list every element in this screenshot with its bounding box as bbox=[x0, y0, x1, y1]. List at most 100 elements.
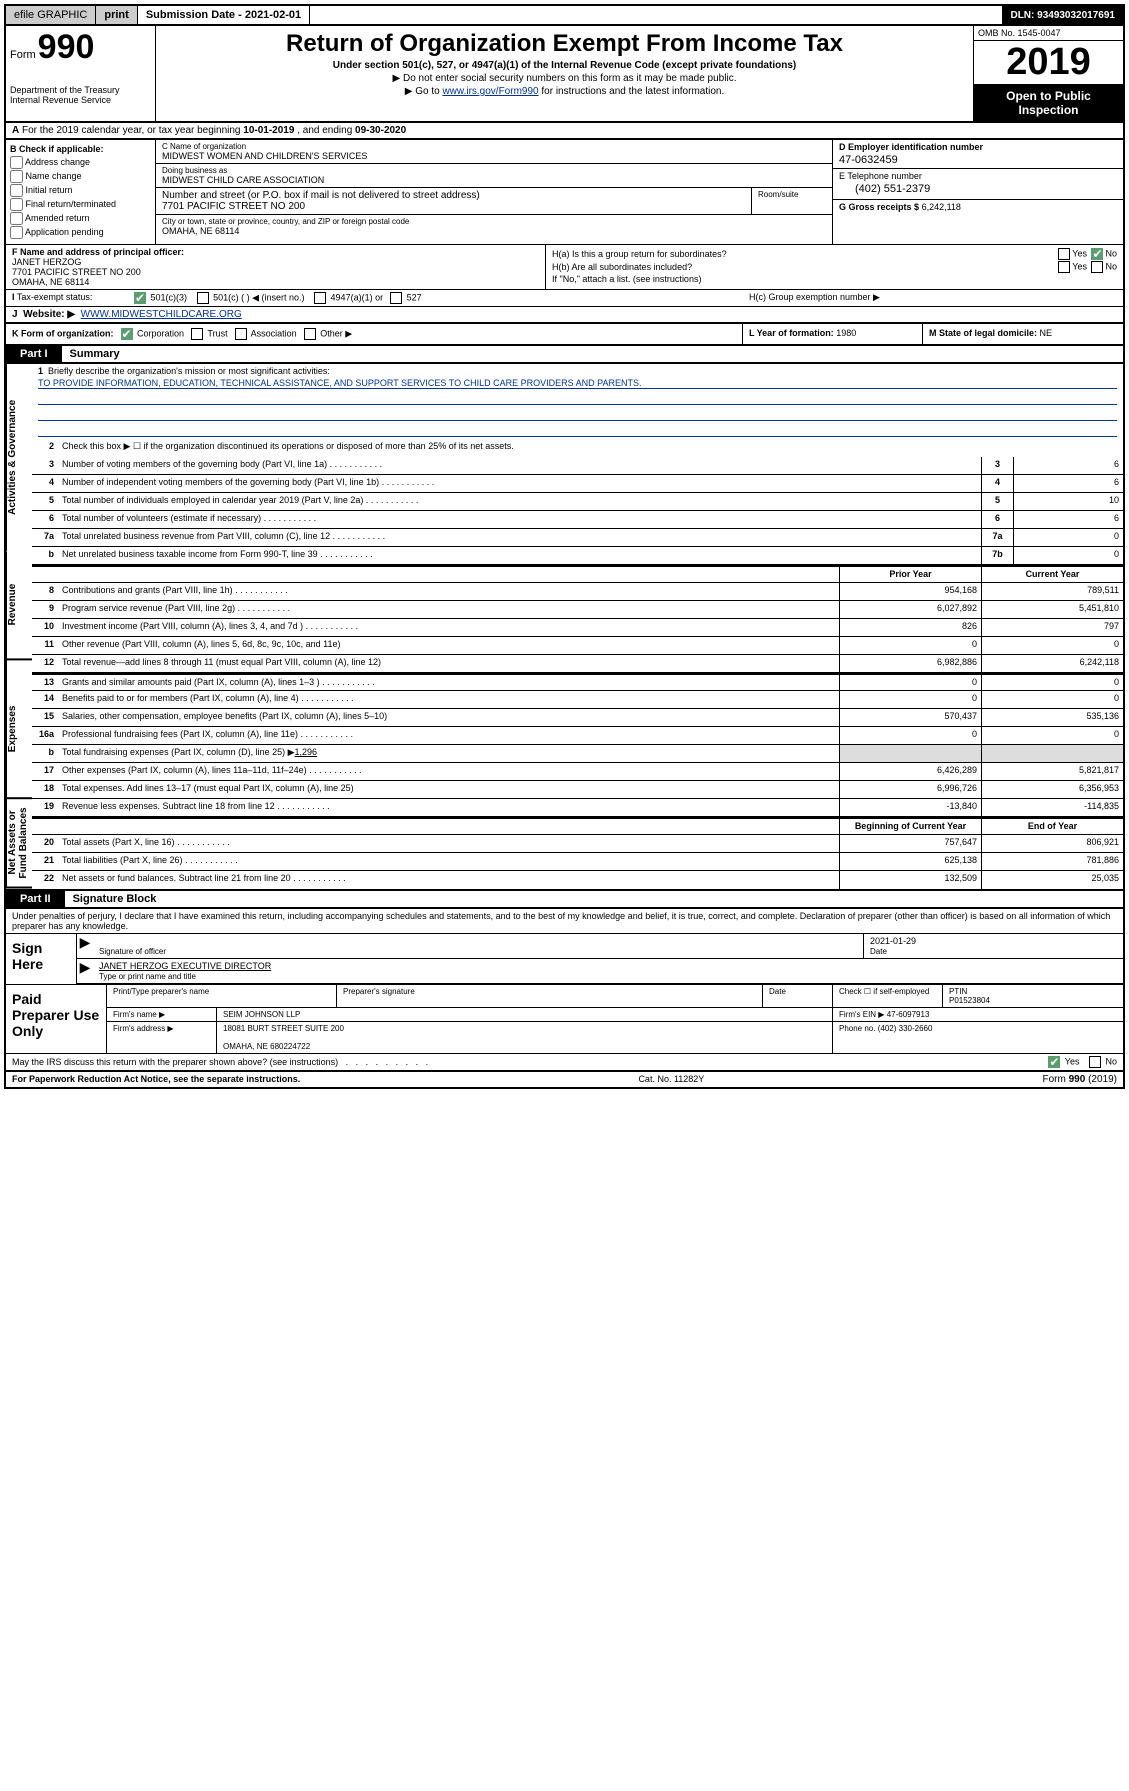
chk-name-change[interactable] bbox=[10, 170, 23, 183]
l15: Salaries, other compensation, employee b… bbox=[58, 709, 839, 726]
l7a-val: 0 bbox=[1013, 529, 1123, 546]
block-b-to-g: B Check if applicable: Address change Na… bbox=[4, 140, 1125, 244]
section-a: A For the 2019 calendar year, or tax yea… bbox=[4, 123, 1125, 140]
firm-ein: 47-6097913 bbox=[887, 1010, 930, 1019]
part1-title: Summary bbox=[62, 346, 128, 362]
dba-label: Doing business as bbox=[162, 166, 826, 175]
firm-addr2: OMAHA, NE 680224722 bbox=[223, 1042, 310, 1051]
l17: Other expenses (Part IX, column (A), lin… bbox=[62, 765, 307, 775]
ha-label: H(a) Is this a group return for subordin… bbox=[552, 249, 727, 259]
part2-title: Signature Block bbox=[65, 891, 165, 907]
part1-tab: Part I bbox=[6, 346, 62, 362]
paid-preparer-label: Paid Preparer Use Only bbox=[6, 985, 106, 1053]
officer-addr1: 7701 PACIFIC STREET NO 200 bbox=[12, 267, 141, 277]
addr-label: Number and street (or P.O. box if mail i… bbox=[162, 190, 745, 201]
l1-label: Briefly describe the organization's miss… bbox=[48, 366, 330, 376]
hdr-prior: Prior Year bbox=[839, 567, 981, 582]
ha-no[interactable] bbox=[1091, 248, 1103, 260]
form-subtitle-3: ▶ Go to www.irs.gov/Form990 for instruct… bbox=[164, 86, 965, 97]
website-link[interactable]: WWW.MIDWESTCHILDCARE.ORG bbox=[81, 309, 242, 320]
discuss-no[interactable] bbox=[1089, 1056, 1101, 1068]
ha-yes[interactable] bbox=[1058, 248, 1070, 260]
chk-other[interactable] bbox=[304, 328, 316, 340]
part1-header: Part I Summary bbox=[4, 346, 1125, 364]
sig-date: 2021-01-29 bbox=[870, 936, 916, 946]
chk-amended[interactable] bbox=[10, 212, 23, 225]
prep-name-label: Print/Type preparer's name bbox=[107, 985, 337, 1007]
city-value: OMAHA, NE 68114 bbox=[162, 226, 826, 236]
chk-501c[interactable] bbox=[197, 292, 209, 304]
chk-initial-return[interactable] bbox=[10, 184, 23, 197]
form-subtitle-1: Under section 501(c), 527, or 4947(a)(1)… bbox=[164, 60, 965, 71]
chk-app-pending[interactable] bbox=[10, 226, 23, 239]
m-label: M State of legal domicile: bbox=[929, 328, 1037, 338]
l20: Total assets (Part X, line 16) bbox=[62, 837, 175, 847]
discuss-yes[interactable] bbox=[1048, 1056, 1060, 1068]
chk-corp[interactable] bbox=[121, 328, 133, 340]
hb-label: H(b) Are all subordinates included? bbox=[552, 262, 692, 272]
k-label: K Form of organization: bbox=[12, 328, 114, 338]
top-toolbar: efile GRAPHIC print Submission Date - 20… bbox=[4, 4, 1125, 26]
part2-header: Part II Signature Block bbox=[4, 891, 1125, 909]
officer-addr2: OMAHA, NE 68114 bbox=[12, 277, 89, 287]
hb-no[interactable] bbox=[1091, 261, 1103, 273]
irs-label: Internal Revenue Service bbox=[10, 95, 151, 105]
phone-value: (402) 551-2379 bbox=[855, 183, 1117, 195]
chk-4947[interactable] bbox=[314, 292, 326, 304]
hdr-current: Current Year bbox=[981, 567, 1123, 582]
footer-form: Form 990 (2019) bbox=[1043, 1074, 1117, 1085]
gross-receipts: 6,242,118 bbox=[922, 202, 961, 212]
firm-name: SEIM JOHNSON LLP bbox=[217, 1008, 833, 1021]
chk-assoc[interactable] bbox=[235, 328, 247, 340]
form-header: Form 990 Department of the Treasury Inte… bbox=[4, 26, 1125, 123]
side-expenses: Expenses bbox=[6, 660, 32, 799]
l7b-val: 0 bbox=[1013, 547, 1123, 564]
addr-value: 7701 PACIFIC STREET NO 200 bbox=[162, 201, 745, 212]
l11: Other revenue (Part VIII, column (A), li… bbox=[58, 637, 839, 654]
chk-501c3[interactable] bbox=[134, 292, 146, 304]
tax-year: 2019 bbox=[974, 41, 1123, 85]
l10: Investment income (Part VIII, column (A)… bbox=[62, 621, 303, 631]
l22: Net assets or fund balances. Subtract li… bbox=[62, 873, 291, 883]
chk-527[interactable] bbox=[390, 292, 402, 304]
l4-val: 6 bbox=[1013, 475, 1123, 492]
hb-yes[interactable] bbox=[1058, 261, 1070, 273]
chk-trust[interactable] bbox=[191, 328, 203, 340]
f-label: F Name and address of principal officer: bbox=[12, 247, 184, 257]
prep-date-label: Date bbox=[763, 985, 833, 1007]
form-label: Form bbox=[10, 49, 36, 61]
c-name-label: C Name of organization bbox=[162, 142, 826, 151]
l16b: Total fundraising expenses (Part IX, col… bbox=[62, 747, 295, 757]
block-f-to-j: F Name and address of principal officer:… bbox=[4, 244, 1125, 324]
l18: Total expenses. Add lines 13–17 (must eq… bbox=[58, 781, 839, 798]
side-net: Net Assets or Fund Balances bbox=[6, 799, 32, 889]
l2: Check this box ▶ ☐ if the organization d… bbox=[58, 439, 1123, 457]
chk-address-change[interactable] bbox=[10, 156, 23, 169]
side-governance: Activities & Governance bbox=[6, 364, 32, 551]
omb-number: OMB No. 1545-0047 bbox=[974, 26, 1123, 41]
submission-date: Submission Date - 2021-02-01 bbox=[138, 6, 310, 24]
ein-value: 47-0632459 bbox=[839, 154, 1117, 166]
l21: Total liabilities (Part X, line 26) bbox=[62, 855, 183, 865]
sig-officer-label: Signature of officer bbox=[99, 947, 166, 956]
l5: Total number of individuals employed in … bbox=[62, 495, 363, 505]
mission-text: TO PROVIDE INFORMATION, EDUCATION, TECHN… bbox=[38, 378, 1117, 389]
l16a: Professional fundraising fees (Part IX, … bbox=[62, 729, 298, 739]
form-title: Return of Organization Exempt From Incom… bbox=[164, 30, 965, 58]
discuss-label: May the IRS discuss this return with the… bbox=[12, 1057, 1046, 1067]
print-button[interactable]: print bbox=[96, 6, 137, 24]
j-label: Website: ▶ bbox=[23, 309, 75, 320]
firm-addr1: 18081 BURT STREET SUITE 200 bbox=[223, 1024, 344, 1033]
ptin-value: P01523804 bbox=[949, 996, 990, 1005]
city-label: City or town, state or province, country… bbox=[162, 217, 826, 226]
e-label: E Telephone number bbox=[839, 171, 922, 181]
org-name: MIDWEST WOMEN AND CHILDREN'S SERVICES bbox=[162, 151, 826, 161]
irs-link[interactable]: www.irs.gov/Form990 bbox=[442, 86, 538, 97]
dba-value: MIDWEST CHILD CARE ASSOCIATION bbox=[162, 175, 826, 185]
chk-final-return[interactable] bbox=[10, 198, 23, 211]
l7b: Net unrelated business taxable income fr… bbox=[62, 549, 318, 559]
prep-sig-label: Preparer's signature bbox=[337, 985, 763, 1007]
signature-block: Under penalties of perjury, I declare th… bbox=[4, 909, 1125, 1072]
l-label: L Year of formation: bbox=[749, 328, 834, 338]
d-label: D Employer identification number bbox=[839, 142, 983, 152]
